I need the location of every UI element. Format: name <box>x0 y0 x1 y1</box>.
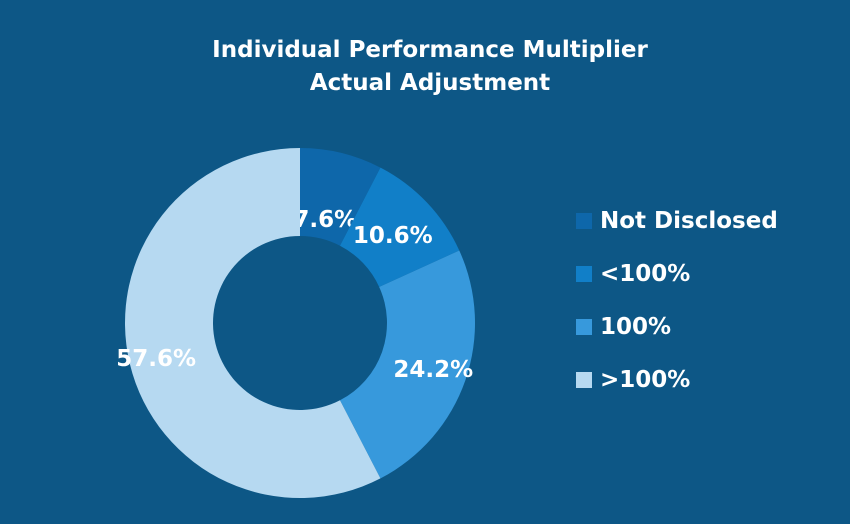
slice-below-100 <box>339 167 460 287</box>
data-label-not-disclosed: 7.6% <box>293 207 357 233</box>
slice-not-disclosed <box>300 148 381 246</box>
legend-label-not-disclosed: Not Disclosed <box>600 207 778 234</box>
legend-swatch-not-disclosed <box>576 212 592 229</box>
data-label-100: 24.2% <box>393 357 473 383</box>
legend-swatch-100 <box>576 318 592 335</box>
data-label-below-100: 10.6% <box>353 223 433 249</box>
legend-label-100: 100% <box>600 313 672 340</box>
legend-swatch-above-100 <box>576 371 592 388</box>
legend-swatch-below-100 <box>576 265 592 282</box>
data-label-above-100: 57.6% <box>116 346 196 372</box>
chart-title-line-2: Actual Adjustment <box>309 70 551 96</box>
legend-item-above-100: >100% <box>576 353 778 406</box>
legend-label-below-100: <100% <box>600 260 691 287</box>
legend-item-not-disclosed: Not Disclosed <box>576 194 778 247</box>
slice-100 <box>339 250 476 479</box>
chart-title-line-1: Individual Performance Multiplier <box>212 37 648 63</box>
legend-item-below-100: <100% <box>576 247 778 300</box>
legend-label-above-100: >100% <box>600 366 691 393</box>
slice-above-100 <box>124 148 381 498</box>
legend: Not Disclosed <100% 100% >100% <box>576 194 778 406</box>
chart-title: Individual Performance Multiplier Actual… <box>0 34 850 100</box>
legend-item-100: 100% <box>576 300 778 353</box>
